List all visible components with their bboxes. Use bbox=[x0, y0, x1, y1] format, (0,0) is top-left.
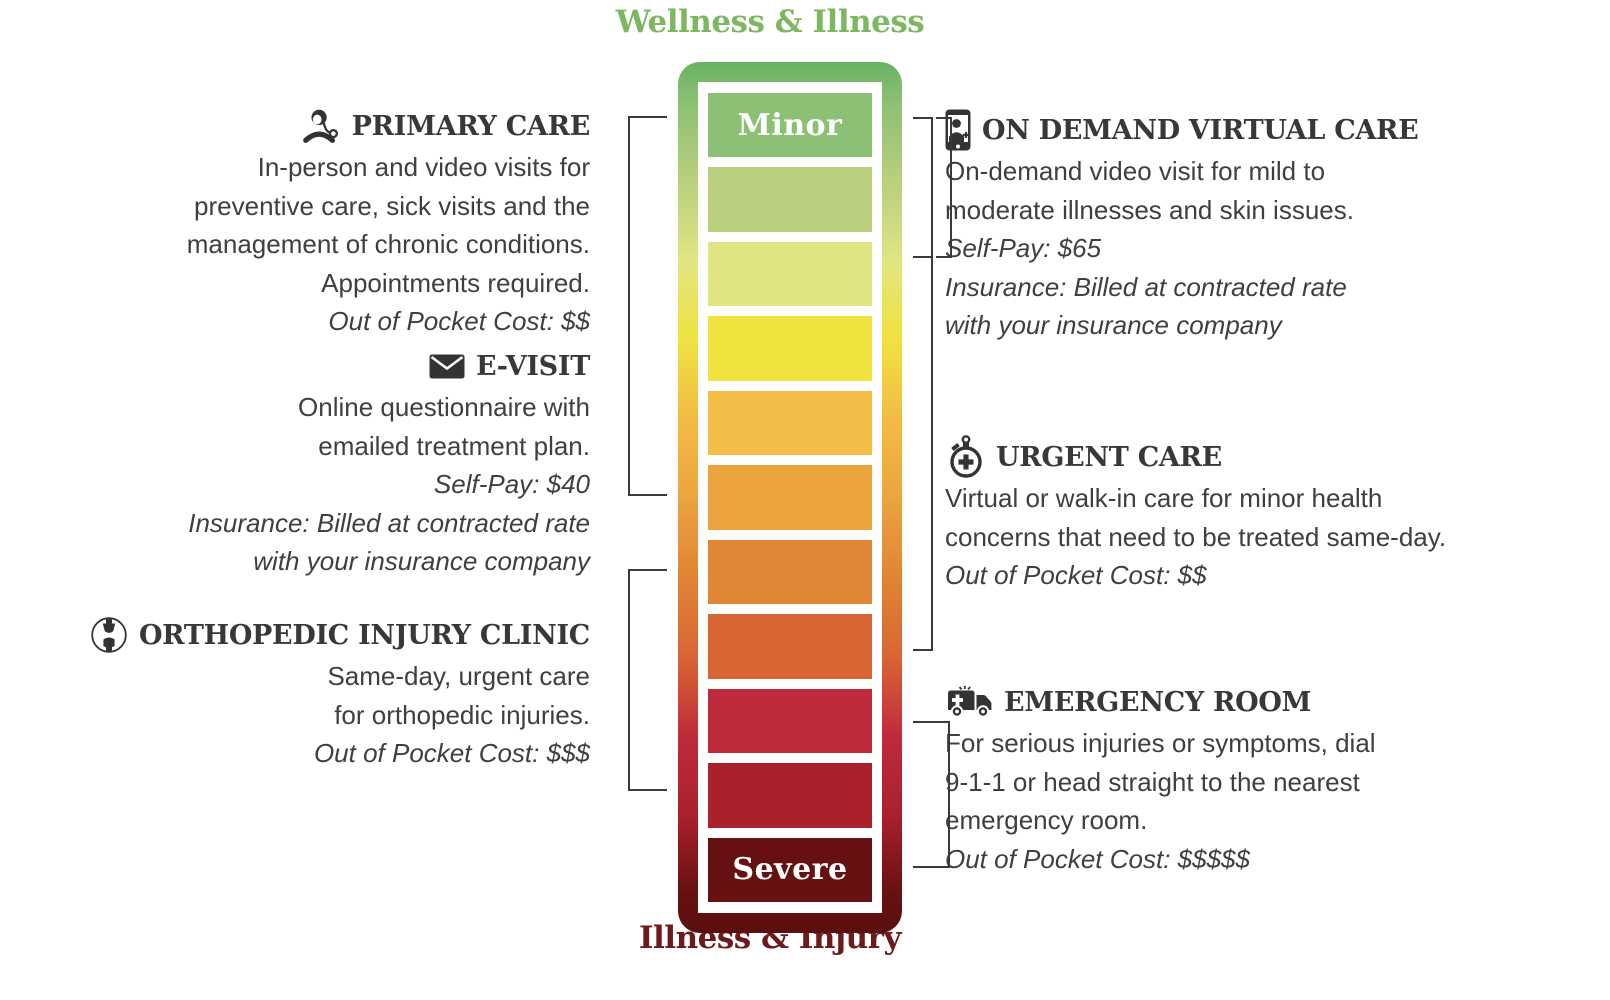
body-line: In-person and video visits for bbox=[257, 152, 590, 182]
emergency-bracket-top bbox=[913, 721, 950, 723]
bar-segment-label: Minor bbox=[737, 107, 843, 143]
body-line: concerns that need to be treated same-da… bbox=[945, 521, 1447, 552]
virtual-care-text-bracket-bottom bbox=[936, 256, 952, 258]
bar-segment bbox=[708, 390, 872, 456]
body-line: preventive care, sick visits and the bbox=[194, 190, 590, 221]
bar-segments: Minor Severe bbox=[708, 93, 872, 902]
bar-segment: Minor bbox=[708, 93, 872, 158]
emergency-bracket-bottom bbox=[913, 866, 950, 868]
bar-segment bbox=[708, 316, 872, 381]
body-line: emergency room. bbox=[945, 805, 1148, 835]
orthopedic-heading: ORTHOPEDIC INJURY CLINIC bbox=[30, 613, 590, 657]
top-axis-label: Wellness & Illness bbox=[615, 4, 925, 40]
ambulance-icon bbox=[945, 685, 993, 719]
doctor-stethoscope-icon bbox=[301, 107, 341, 145]
insurance-note: Insurance: Billed at contracted rate bbox=[945, 271, 1347, 302]
bar-segment bbox=[708, 539, 872, 605]
emergency-room-heading: EMERGENCY ROOM bbox=[945, 680, 1605, 724]
section-emergency-room: EMERGENCY ROOM For serious injuries or s… bbox=[945, 680, 1605, 878]
body-line: Virtual or walk-in care for minor health bbox=[945, 483, 1383, 513]
bar-segment bbox=[708, 241, 872, 307]
primary-evisit-bracket-top bbox=[628, 116, 667, 118]
severity-bar: Minor Severe bbox=[678, 62, 902, 933]
bar-segment bbox=[708, 465, 872, 530]
bar-segment bbox=[708, 167, 872, 232]
virtual-care-title: ON DEMAND VIRTUAL CARE bbox=[982, 114, 1419, 146]
bar-segment bbox=[708, 763, 872, 828]
virtual-care-heading: ON DEMAND VIRTUAL CARE bbox=[945, 108, 1605, 152]
self-pay-note: Self-Pay: $65 bbox=[945, 233, 1102, 263]
section-e-visit: E-VISIT Online questionnaire with emaile… bbox=[30, 344, 590, 581]
self-pay-note: Self-Pay: $40 bbox=[433, 469, 590, 499]
urgent-bracket-cap-bottom bbox=[913, 649, 933, 651]
virtual-urgent-bracket-vertical bbox=[931, 117, 933, 651]
urgent-care-heading: URGENT CARE bbox=[945, 435, 1605, 479]
cost-note: Out of Pocket Cost: $$$$$ bbox=[945, 843, 1250, 874]
section-orthopedic-injury-clinic: ORTHOPEDIC INJURY CLINIC Same-day, urgen… bbox=[30, 613, 590, 773]
insurance-note: with your insurance company bbox=[945, 310, 1282, 340]
body-line: for orthopedic injuries. bbox=[334, 699, 590, 730]
body-line: For serious injuries or symptoms, dial bbox=[945, 728, 1376, 758]
emergency-room-title: EMERGENCY ROOM bbox=[1004, 686, 1312, 718]
virtual-care-text-bracket-vertical bbox=[950, 117, 952, 258]
section-urgent-care: URGENT CARE Virtual or walk-in care for … bbox=[945, 435, 1605, 595]
section-on-demand-virtual-care: ON DEMAND VIRTUAL CARE On-demand video v… bbox=[945, 108, 1605, 345]
bone-joint-icon bbox=[90, 616, 128, 654]
cost-note: Out of Pocket Cost: $$$ bbox=[313, 738, 590, 768]
body-line: Online questionnaire with bbox=[298, 392, 590, 422]
body-line: Appointments required. bbox=[321, 267, 590, 298]
severity-bar-frame: Minor Severe bbox=[698, 82, 882, 913]
primary-care-title: PRIMARY CARE bbox=[351, 110, 591, 142]
body-line: Same-day, urgent care bbox=[327, 661, 590, 691]
virtual-bracket-cap-top bbox=[913, 117, 933, 119]
orthopedic-bracket-vertical bbox=[628, 569, 630, 791]
e-visit-heading: E-VISIT bbox=[30, 344, 590, 388]
orthopedic-title: ORTHOPEDIC INJURY CLINIC bbox=[138, 619, 590, 651]
insurance-note: Insurance: Billed at contracted rate bbox=[188, 507, 590, 538]
cost-note: Out of Pocket Cost: $$ bbox=[945, 560, 1207, 590]
e-visit-title: E-VISIT bbox=[475, 350, 590, 382]
body-line: moderate illnesses and skin issues. bbox=[945, 194, 1354, 225]
stopwatch-cross-icon bbox=[945, 434, 985, 480]
insurance-note: with your insurance company bbox=[253, 546, 590, 576]
primary-care-heading: PRIMARY CARE bbox=[30, 104, 590, 148]
body-line: 9-1-1 or head straight to the nearest bbox=[945, 766, 1360, 797]
urgent-care-title: URGENT CARE bbox=[996, 441, 1222, 473]
phone-video-visit-icon bbox=[945, 109, 971, 151]
bar-segment bbox=[708, 688, 872, 754]
bar-segment-label: Severe bbox=[732, 852, 848, 888]
envelope-icon bbox=[429, 354, 465, 379]
bar-segment: Severe bbox=[708, 837, 872, 902]
primary-evisit-bracket-bottom bbox=[628, 494, 667, 496]
section-primary-care: PRIMARY CARE In-person and video visits … bbox=[30, 104, 590, 341]
body-line: emailed treatment plan. bbox=[318, 430, 590, 461]
orthopedic-bracket-bottom bbox=[628, 789, 667, 791]
emergency-bracket-vertical bbox=[948, 721, 950, 868]
bar-segment bbox=[708, 614, 872, 679]
virtual-bracket-cap-mid bbox=[913, 256, 933, 258]
orthopedic-bracket-top bbox=[628, 569, 667, 571]
virtual-care-text-bracket-top bbox=[936, 117, 952, 119]
body-line: management of chronic conditions. bbox=[186, 229, 590, 259]
body-line: On-demand video visit for mild to bbox=[945, 156, 1326, 186]
primary-evisit-bracket-vertical bbox=[628, 116, 630, 496]
cost-note: Out of Pocket Cost: $$ bbox=[328, 306, 590, 336]
